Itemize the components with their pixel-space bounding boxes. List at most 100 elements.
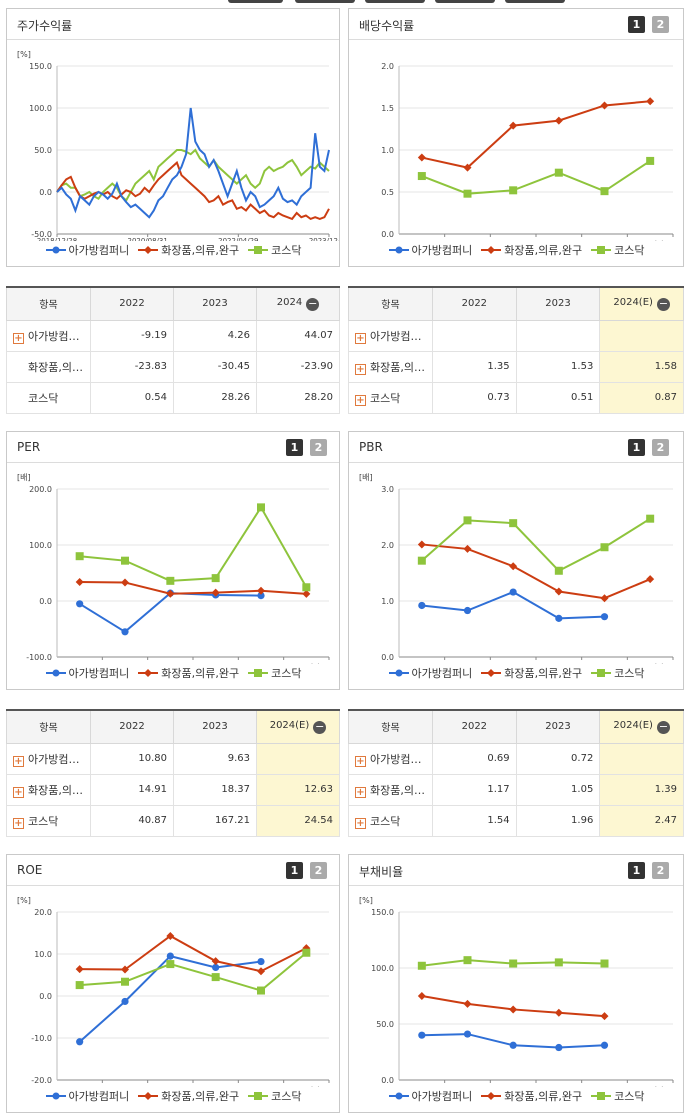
data-point [509, 1041, 517, 1049]
data-point [509, 562, 518, 571]
expand-icon[interactable]: + [355, 755, 366, 767]
data-point [600, 101, 609, 110]
collapse-button[interactable]: − [313, 719, 327, 734]
row-label[interactable]: + 아가방컴… [348, 319, 433, 352]
data-point [600, 543, 609, 552]
expand-icon[interactable]: + [13, 755, 24, 767]
row-label[interactable]: + 아가방컴… [348, 742, 433, 775]
legend-marker [138, 246, 159, 254]
view-2-button[interactable]: 2 [652, 16, 669, 33]
panel-title: 주가수익률 [17, 19, 73, 33]
view-1-button[interactable]: 1 [628, 16, 645, 33]
series-line [56, 160, 330, 221]
y-tick-label: 1.0 [381, 597, 394, 606]
data-point [554, 566, 563, 575]
y-unit-label: [배] [17, 473, 31, 482]
data-point [121, 556, 129, 565]
row-label[interactable]: + 아가방컴… [6, 319, 91, 352]
expand-icon[interactable]: + [13, 817, 24, 829]
view-2-button[interactable]: 2 [652, 439, 669, 456]
data-point [121, 965, 129, 974]
series-line [421, 543, 651, 600]
data-point [211, 574, 220, 583]
table-cell: 0.69 [432, 742, 517, 775]
series-2 [75, 503, 311, 592]
view-1-button[interactable]: 1 [628, 439, 645, 456]
table-cell: -30.45 [173, 350, 257, 383]
legend-label: 코스닥 [271, 1090, 302, 1103]
data-point [554, 958, 563, 967]
x-tick-label: 2021 [504, 663, 522, 664]
table-cell: 9.63 [173, 742, 257, 775]
legend-item: 아가방컴퍼니 [45, 1088, 129, 1104]
table-cell [256, 742, 340, 775]
legend-label: 코스닥 [614, 667, 645, 680]
data-point [257, 503, 265, 512]
table-cell [432, 319, 517, 352]
table-cell: 1.17 [432, 773, 517, 806]
x-tick-label: 2024(E) [636, 663, 664, 664]
column-header: 항목 [6, 709, 91, 744]
table-row: + 아가방컴… 10.80 9.63 [6, 742, 340, 775]
table-row: 코스닥 0.54 28.26 28.20 [6, 381, 340, 414]
per-table: 항목 2022 2023 2024(E) − + 아가방컴… 10.80 9.63 + 화장품,의…… [6, 709, 340, 837]
data-point [417, 961, 426, 970]
legend-label: 아가방컴퍼니 [68, 667, 130, 680]
row-label[interactable]: + 화장품,의… [348, 350, 433, 383]
row-label[interactable]: + 코스닥 [6, 804, 91, 837]
chart-legend: 아가방컴퍼니 화장품,의류,완구 코스닥 [349, 1088, 683, 1103]
view-1-button[interactable]: 1 [286, 862, 303, 879]
table-row: + 화장품,의… 14.91 18.37 12.63 [6, 773, 340, 806]
view-2-button[interactable]: 2 [652, 862, 669, 879]
data-point [555, 1043, 563, 1052]
row-label[interactable]: + 아가방컴… [6, 742, 91, 775]
legend-marker [248, 1092, 269, 1100]
legend-marker [591, 1092, 612, 1100]
row-label[interactable]: + 화장품,의… [6, 773, 91, 806]
collapse-button[interactable]: − [306, 296, 320, 311]
expand-icon[interactable]: + [355, 394, 366, 406]
expand-icon[interactable]: + [13, 786, 24, 798]
row-label[interactable]: + 화장품,의… [348, 773, 433, 806]
legend-label: 화장품,의류,완구 [504, 1090, 583, 1103]
column-header: 2022 [432, 286, 517, 321]
data-point [600, 959, 609, 968]
y-unit-label: [%] [17, 50, 31, 59]
view-1-button[interactable]: 1 [286, 439, 303, 456]
legend-marker [138, 1092, 159, 1100]
y-tick-label: 10.0 [34, 950, 52, 959]
legend-item: 코스닥 [247, 242, 301, 258]
y-tick-label: 0.5 [381, 188, 394, 197]
table-cell: 1.05 [515, 773, 601, 806]
legend-marker [248, 669, 269, 677]
legend-label: 화장품,의류,완구 [161, 244, 240, 257]
expand-icon[interactable]: + [355, 786, 366, 798]
x-tick-label: 2024(E) [636, 240, 664, 241]
view-1-button[interactable]: 1 [628, 862, 645, 879]
view-2-button[interactable]: 2 [310, 862, 327, 879]
view-2-button[interactable]: 2 [310, 439, 327, 456]
table-cell [599, 319, 684, 352]
data-point [600, 1012, 609, 1021]
column-header: 항목 [348, 709, 433, 744]
collapse-button[interactable]: − [656, 719, 670, 734]
legend-label: 화장품,의류,완구 [504, 667, 583, 680]
table-cell: 1.53 [515, 350, 601, 383]
series-line [79, 580, 307, 595]
stock-return-panel: 주가수익률 [%] 150.0 100.0 50.0 0.0 -50.0 2018/12/2… [6, 8, 340, 267]
series-line [421, 160, 651, 195]
debt-ratio-panel: 부채비율 1 2 [%] 150.0 100.0 50.0 0.0 2019 2020 202… [348, 854, 684, 1113]
row-label[interactable]: + 코스닥 [348, 804, 433, 837]
expand-icon[interactable]: + [355, 817, 366, 829]
series-line [421, 517, 651, 572]
table-row: 화장품,의… -23.83 -30.45 -23.90 [6, 350, 340, 383]
legend-item: 코스닥 [247, 1088, 301, 1104]
expand-icon[interactable]: + [355, 363, 366, 375]
expand-icon[interactable]: + [13, 332, 24, 344]
expand-icon[interactable]: + [355, 332, 366, 344]
row-label[interactable]: + 코스닥 [348, 381, 433, 414]
data-point [554, 168, 563, 177]
x-tick-label: 2022/04/29 [218, 237, 258, 241]
collapse-button[interactable]: − [656, 296, 670, 311]
